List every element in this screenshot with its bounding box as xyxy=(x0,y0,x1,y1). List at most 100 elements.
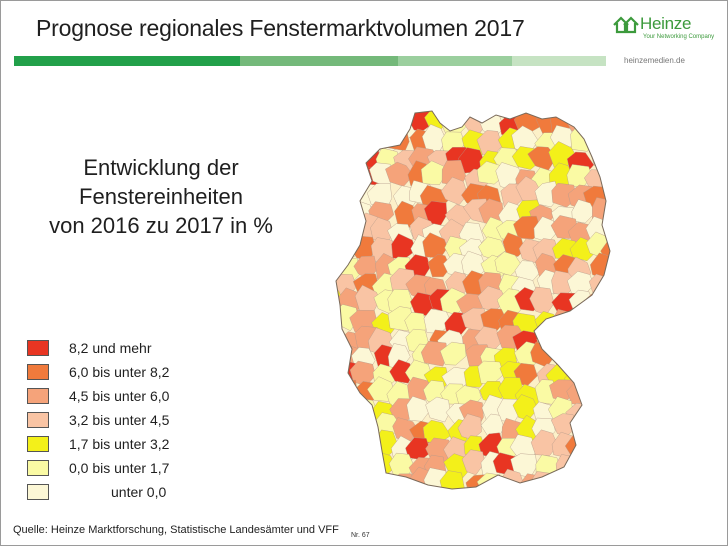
map-region xyxy=(604,449,610,477)
legend-swatch xyxy=(27,388,49,404)
logo-url: heinzemedien.de xyxy=(622,56,687,65)
map-region xyxy=(606,418,610,443)
map-region xyxy=(441,111,466,121)
map-region xyxy=(439,470,465,489)
map-region xyxy=(336,380,343,406)
map-region xyxy=(571,306,598,333)
map-region xyxy=(336,220,345,245)
map-region xyxy=(444,490,470,505)
legend-swatch xyxy=(27,460,49,476)
map-region xyxy=(603,361,610,384)
map-region xyxy=(336,475,341,489)
map-region xyxy=(336,182,340,206)
map-region xyxy=(348,124,376,151)
map-region xyxy=(336,111,359,113)
source-note: Quelle: Heinze Marktforschung, Statistis… xyxy=(13,524,339,536)
map-region xyxy=(425,396,451,423)
page-number: Nr. 67 xyxy=(351,532,370,539)
map-region xyxy=(336,164,359,194)
map-region xyxy=(548,327,572,355)
map-region xyxy=(336,146,359,173)
map-region xyxy=(602,129,610,154)
map-region xyxy=(336,431,357,458)
house-icon xyxy=(613,16,639,34)
map-region xyxy=(510,491,537,505)
logo-tagline: Your Networking Company xyxy=(643,34,715,40)
map-region xyxy=(589,131,610,155)
map-region xyxy=(336,450,343,476)
map-region xyxy=(357,475,382,489)
map-region xyxy=(336,127,341,150)
map-region xyxy=(587,308,610,334)
map-region xyxy=(336,236,347,265)
map-region xyxy=(336,414,342,439)
legend-swatch xyxy=(27,484,49,500)
map-region xyxy=(350,433,379,457)
map-region xyxy=(336,219,361,243)
map-region xyxy=(371,111,396,134)
map-region xyxy=(420,340,448,367)
map-region xyxy=(583,483,610,489)
legend-label: 4,5 bis unter 6,0 xyxy=(69,388,170,404)
map-region xyxy=(388,111,413,117)
legend-label: 3,2 bis unter 4,5 xyxy=(69,412,170,428)
map-region xyxy=(354,483,378,489)
slide-subtitle: Entwicklung der Fenstereinheiten von 201… xyxy=(0,153,322,240)
legend-label: unter 0,0 xyxy=(111,484,167,500)
map-region xyxy=(337,466,365,489)
legend-label: 0,0 bis unter 1,7 xyxy=(69,460,170,476)
map-region xyxy=(570,487,595,489)
map-region xyxy=(571,419,598,446)
map-region xyxy=(476,111,504,116)
map-region xyxy=(607,493,620,505)
map-region xyxy=(605,434,610,459)
header-bar-segment-4 xyxy=(512,56,606,66)
legend-swatch xyxy=(27,340,49,356)
map-region xyxy=(567,111,593,118)
map-region xyxy=(603,201,610,226)
map-region xyxy=(602,146,610,173)
map-region xyxy=(587,470,610,489)
legend-swatch xyxy=(27,364,49,380)
map-region xyxy=(497,488,523,489)
map-region xyxy=(555,454,580,480)
map-region xyxy=(336,145,345,169)
map-region xyxy=(584,330,610,357)
map-region xyxy=(336,396,363,422)
map-region xyxy=(336,452,360,476)
header-bar-segment-2 xyxy=(240,56,398,66)
map-region xyxy=(336,357,341,383)
map-region xyxy=(583,412,610,438)
map-region xyxy=(531,471,555,489)
map-region xyxy=(461,449,486,476)
map-region xyxy=(460,486,487,489)
map-region xyxy=(348,420,377,446)
map-region xyxy=(476,485,503,489)
map-region xyxy=(407,488,433,489)
map-region xyxy=(587,381,610,405)
map-region xyxy=(603,322,610,351)
map-region xyxy=(336,203,345,229)
map-region xyxy=(336,486,340,489)
map-region xyxy=(586,113,610,138)
map-region xyxy=(422,491,449,505)
map-region xyxy=(584,111,610,121)
map-region xyxy=(551,493,578,505)
legend-label: 6,0 bis unter 8,2 xyxy=(69,364,170,380)
map-region xyxy=(588,363,610,388)
map-region xyxy=(605,163,610,188)
map-region xyxy=(535,488,562,489)
map-region xyxy=(336,202,361,227)
map-region xyxy=(583,433,609,457)
map-region xyxy=(571,199,596,224)
map-region xyxy=(530,429,559,456)
map-region xyxy=(606,467,610,489)
map-region xyxy=(336,400,344,424)
map-region xyxy=(609,379,610,405)
map-region xyxy=(600,303,610,330)
subtitle-line-1: Entwicklung der Fenstereinheiten xyxy=(79,155,243,209)
map-region xyxy=(604,396,610,421)
map-region xyxy=(440,176,468,206)
map-region xyxy=(336,111,344,133)
map-region xyxy=(374,492,398,505)
